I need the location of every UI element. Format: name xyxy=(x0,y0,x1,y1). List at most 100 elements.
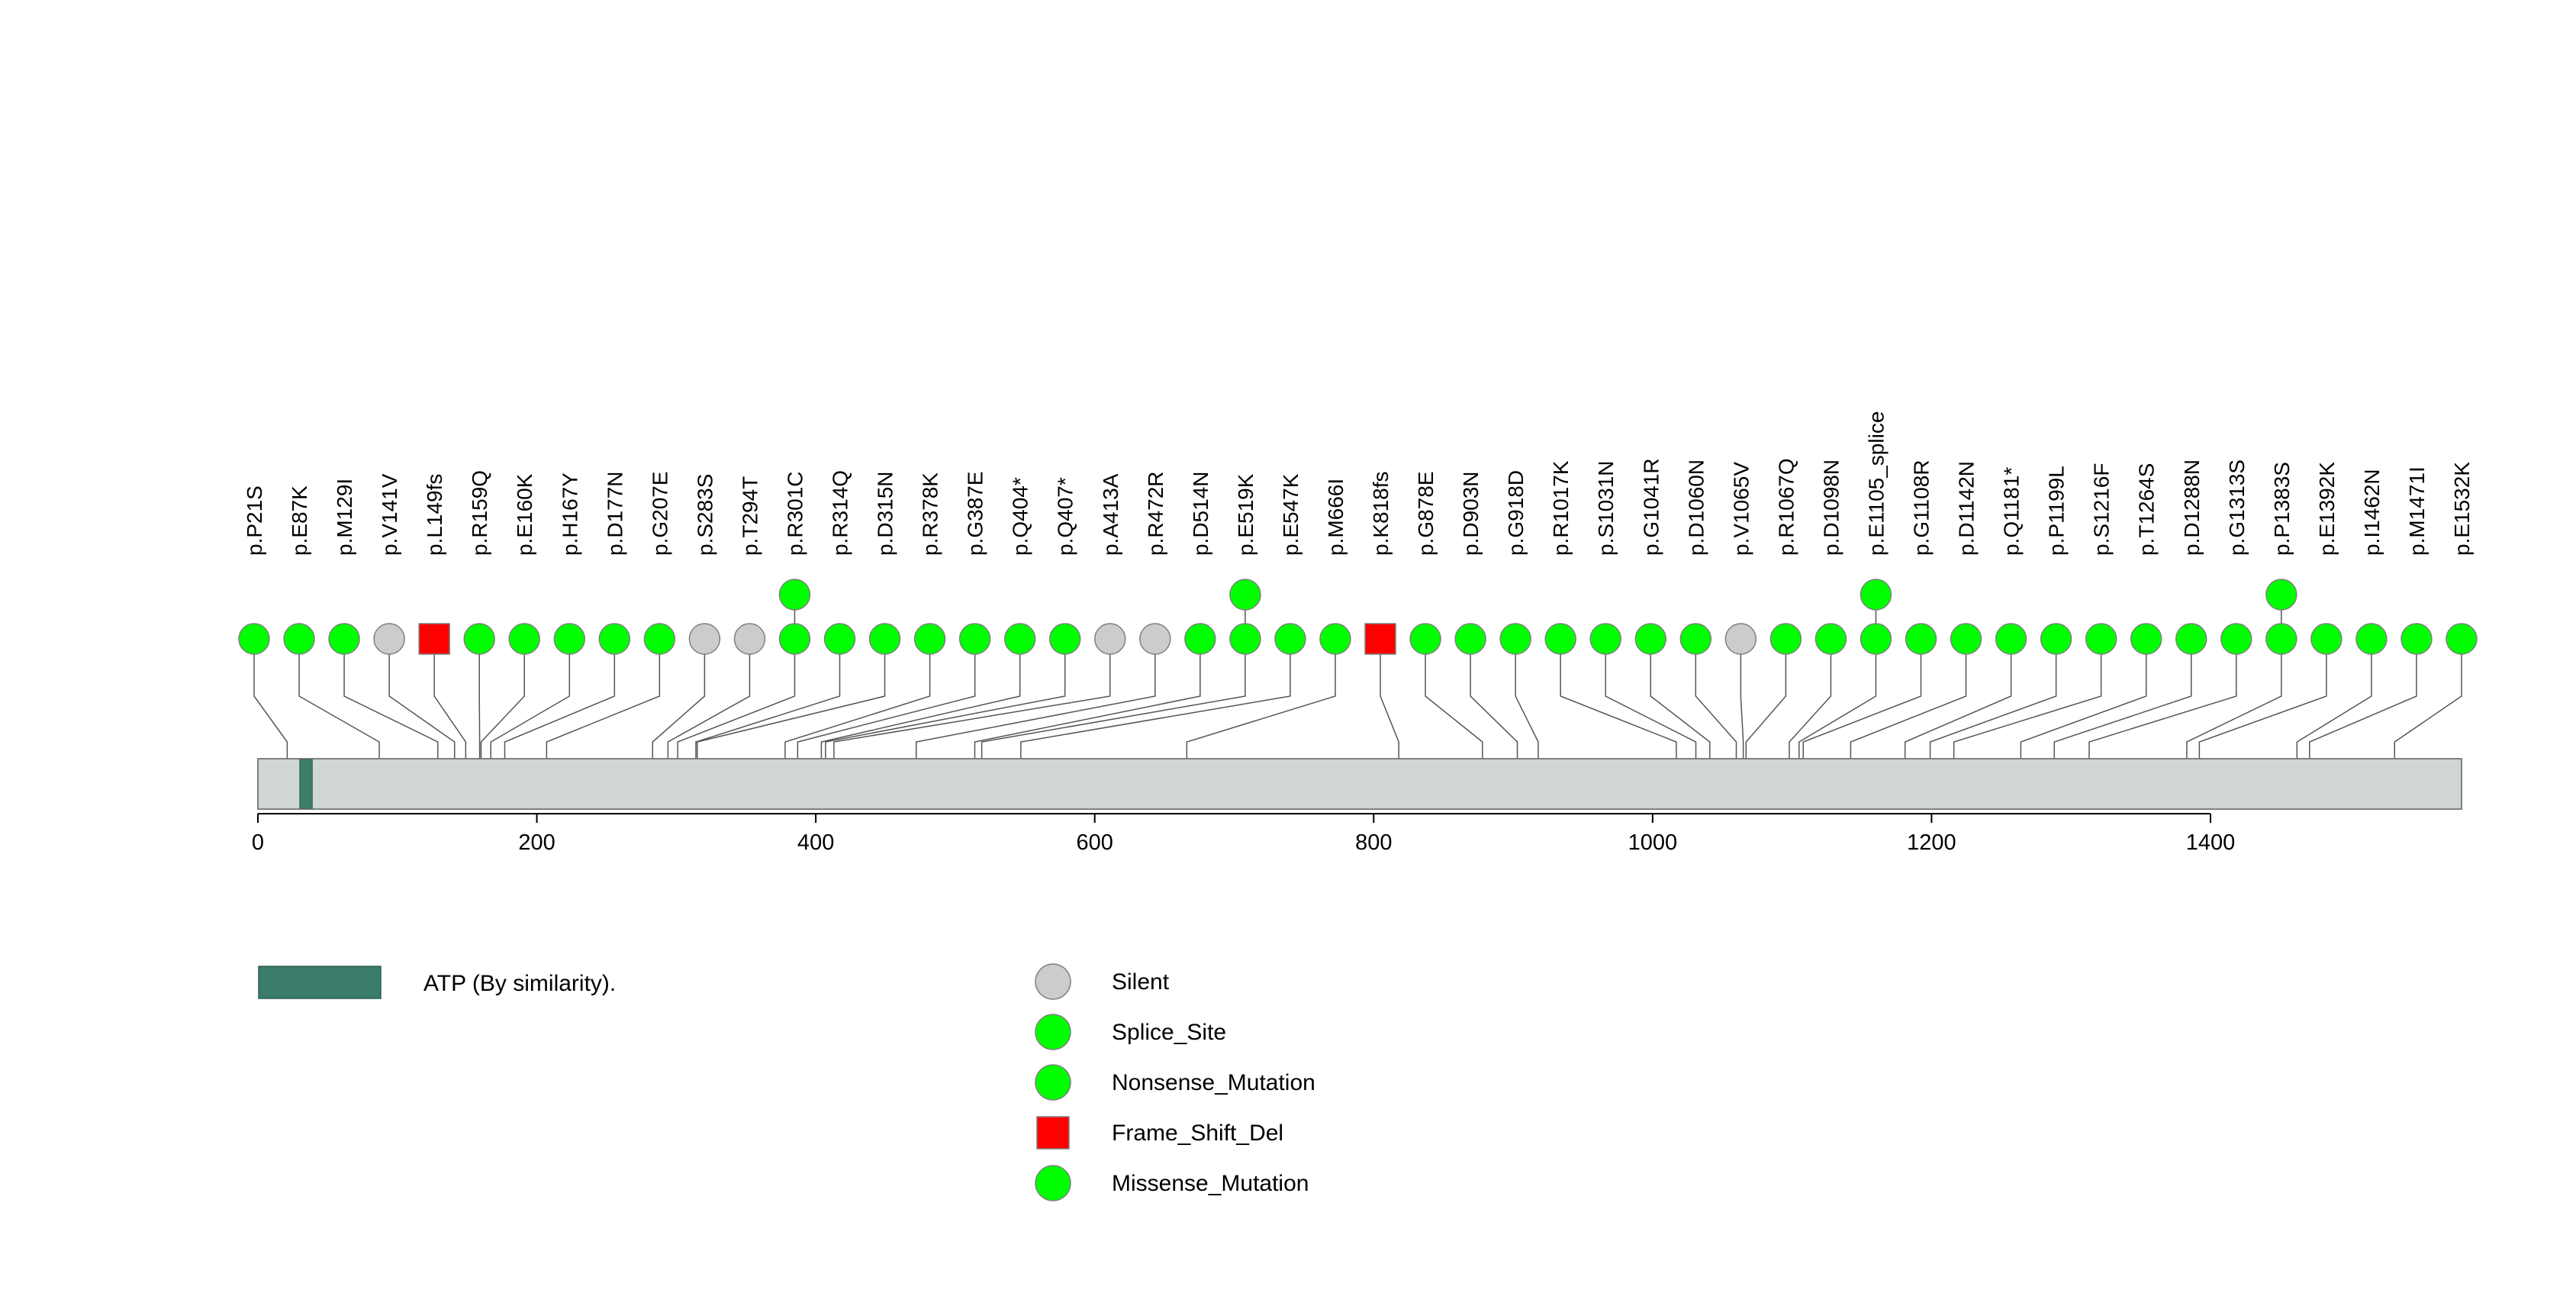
connector-p-g1313s xyxy=(2088,654,2237,759)
connector-p-d1060n xyxy=(1695,654,1737,759)
connector-p-e87k xyxy=(298,654,380,759)
legend: ATP (By similarity). Silent Splice_Site Non… xyxy=(258,963,1315,1201)
mutation-label-p-e87k: p.E87K xyxy=(288,485,311,556)
marker-p-m666i xyxy=(1319,623,1351,655)
legend-swatch-missense-mutation xyxy=(1035,1165,1071,1201)
x-tick-label-400: 400 xyxy=(797,830,834,855)
marker-p-v141v xyxy=(373,623,405,655)
mutation-label-p-d903n: p.D903N xyxy=(1459,471,1483,556)
connector-p-s283s xyxy=(652,654,706,759)
connector-p-d177n xyxy=(504,654,616,759)
marker-p-r1017k xyxy=(1544,623,1576,655)
marker-p-e160k xyxy=(508,623,540,655)
connector-p-m1471i xyxy=(2309,654,2417,759)
x-tick-label-600: 600 xyxy=(1077,830,1113,855)
legend-label-frame-shift-del: Frame_Shift_Del xyxy=(1112,1121,1283,1146)
mutation-markers xyxy=(238,579,2478,655)
marker-p-g1041r xyxy=(1634,623,1667,655)
marker-p-p21s xyxy=(238,623,270,655)
marker-p-i1462n xyxy=(2355,623,2388,655)
marker-p-t294t xyxy=(733,623,766,655)
connector-p-q1181 xyxy=(1904,654,2012,759)
connector-p-r378k xyxy=(784,654,931,759)
marker-p-h167y xyxy=(553,623,586,655)
connector-p-r1017k xyxy=(1560,654,1677,759)
marker-p-s1216f xyxy=(2085,623,2117,655)
mutation-label-p-r378k: p.R378K xyxy=(919,472,942,556)
marker-p-q1181 xyxy=(1995,623,2027,655)
marker-p-r1067q xyxy=(1769,623,1802,655)
mutation-label-p-g207e: p.G207E xyxy=(648,471,671,556)
mutation-label-p-e1532k: p.E1532K xyxy=(2450,462,2474,556)
marker-p-r378k xyxy=(913,623,946,655)
mutation-label-p-k818fs: p.K818fs xyxy=(1369,471,1393,556)
connector-p-p21s xyxy=(253,654,288,759)
mutation-label-p-a413a: p.A413A xyxy=(1099,473,1122,556)
marker-p-d903n xyxy=(1454,623,1486,655)
marker-p-e519k-2 xyxy=(1229,579,1261,611)
connector-p-s1031n xyxy=(1605,654,1697,759)
connector-p-e1532k xyxy=(2394,654,2462,759)
marker-p-s283s xyxy=(688,623,721,655)
connector-p-g207e xyxy=(546,654,661,759)
connector-p-p1199l xyxy=(1929,654,2057,759)
mutation-label-p-m666i: p.M666I xyxy=(1324,479,1348,556)
connector-p-r314q xyxy=(695,654,841,759)
mutation-label-p-r159q: p.R159Q xyxy=(468,470,491,556)
connector-p-v1065v xyxy=(1740,654,1744,759)
connector-p-s1216f xyxy=(1953,654,2102,759)
marker-p-p1383s xyxy=(2265,623,2297,655)
mutation-label-p-m1471i: p.M1471I xyxy=(2405,466,2429,556)
marker-p-d1060n xyxy=(1679,623,1712,655)
legend-swatch-splice-site xyxy=(1035,1014,1071,1050)
protein-backbone xyxy=(257,758,2462,810)
marker-p-d1288n xyxy=(2175,623,2207,655)
marker-p-g878e xyxy=(1409,623,1441,655)
marker-p-l149fs xyxy=(418,623,450,655)
marker-p-g387e xyxy=(958,623,991,655)
mutation-label-p-r1017k: p.R1017K xyxy=(1549,460,1573,556)
connector-p-r472r xyxy=(915,654,1156,759)
connector-p-d1142n xyxy=(1850,654,1967,759)
connector-p-d1288n xyxy=(2053,654,2192,759)
marker-p-p1199l xyxy=(2040,623,2072,655)
marker-p-r314q xyxy=(823,623,856,655)
connector-p-r301c xyxy=(677,654,796,759)
marker-p-g918d xyxy=(1499,623,1531,655)
connector-p-t1264s xyxy=(2020,654,2147,759)
legend-domain-swatch-0 xyxy=(258,966,382,999)
connector-p-m129i xyxy=(343,654,439,759)
connector-p-q404 xyxy=(820,654,1021,759)
connector-p-e160k xyxy=(480,654,525,759)
legend-swatch-silent xyxy=(1035,963,1071,1000)
mutation-label-p-e160k: p.E160K xyxy=(513,473,536,556)
connector-p-a413a xyxy=(833,654,1111,759)
x-axis: 0 200 400 600 800 1000 1200 1400 xyxy=(252,813,2235,855)
connector-p-g1041r xyxy=(1650,654,1711,759)
legend-label-nonsense-mutation: Nonsense_Mutation xyxy=(1112,1070,1315,1095)
marker-p-g1313s xyxy=(2220,623,2252,655)
marker-p-d1098n xyxy=(1814,623,1847,655)
connector-p-h167y xyxy=(490,654,571,759)
connector-p-r1067q xyxy=(1745,654,1787,759)
connector-p-g1108r xyxy=(1802,654,1922,759)
marker-p-d514n xyxy=(1184,623,1216,655)
mutation-label-p-i1462n: p.I1462N xyxy=(2360,469,2384,556)
marker-p-g207e xyxy=(643,623,676,655)
connector-p-v141v xyxy=(388,654,456,759)
connector-p-t294t xyxy=(667,654,751,759)
marker-p-p1383s-2 xyxy=(2265,579,2297,611)
marker-p-e1532k xyxy=(2446,623,2478,655)
connector-p-d514n xyxy=(974,654,1201,759)
mutation-label-p-q407: p.Q407* xyxy=(1054,477,1077,556)
marker-p-d177n xyxy=(598,623,631,655)
connector-p-g387e xyxy=(797,654,976,759)
mutation-label-p-s1216f: p.S1216F xyxy=(2090,463,2114,556)
mutation-label-p-v141v: p.V141V xyxy=(378,473,401,556)
marker-p-g1108r xyxy=(1905,623,1937,655)
mutation-label-p-v1065v: p.V1065V xyxy=(1729,462,1753,556)
legend-domain-label-0: ATP (By similarity). xyxy=(423,971,616,996)
connector-p-d315n xyxy=(697,654,886,759)
mutation-label-p-r1067q: p.R1067Q xyxy=(1774,458,1798,556)
connector-p-i1462n xyxy=(2296,654,2372,759)
